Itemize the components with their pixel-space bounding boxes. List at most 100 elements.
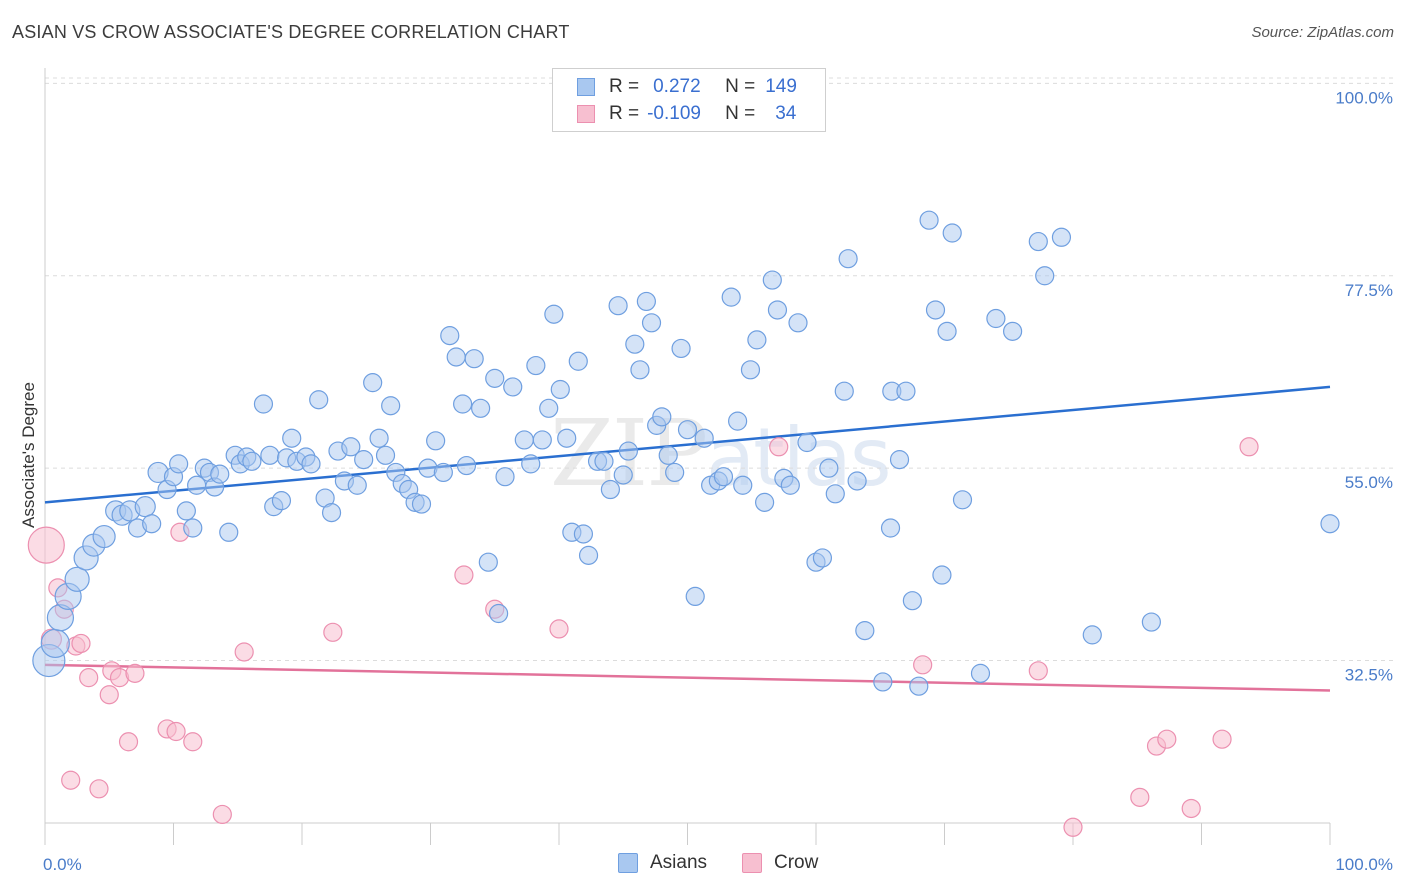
asian-point — [685, 586, 705, 607]
asian-point — [889, 450, 910, 470]
asian-point — [819, 458, 839, 478]
asian-point — [464, 349, 484, 369]
asian-point — [478, 552, 498, 572]
crow-swatch-icon — [742, 853, 762, 873]
asian-point — [613, 465, 633, 485]
asian-point — [986, 308, 1006, 329]
asian-point — [369, 428, 389, 448]
y-tick-label: 32.5% — [1345, 666, 1393, 685]
asian-point — [40, 628, 70, 659]
crow-trend-line — [44, 663, 1331, 692]
asian-point — [381, 396, 401, 416]
crow-points — [27, 437, 1259, 837]
asian-point — [440, 326, 460, 346]
asian-point — [134, 496, 156, 518]
chart-title: ASIAN VS CROW ASSOCIATE'S DEGREE CORRELA… — [12, 22, 570, 42]
crow-point — [1157, 729, 1177, 749]
crow-point — [1063, 817, 1083, 837]
asian-point — [608, 296, 628, 316]
x-tick-label: 100.0% — [1335, 855, 1393, 874]
asian-trend-line — [44, 385, 1331, 504]
asian-point — [309, 390, 329, 410]
asian-point — [539, 398, 559, 418]
asian-point — [260, 445, 280, 465]
y-tick-label: 77.5% — [1345, 281, 1393, 300]
legend-row-crow: R = -0.109 N = 34 — [577, 101, 796, 127]
asian-point — [652, 407, 672, 427]
asian-point — [1082, 625, 1102, 645]
asian-point — [636, 291, 656, 312]
asian-point — [834, 381, 854, 401]
legend-row-asians: R = 0.272 N = 149 — [577, 74, 797, 100]
asian-point — [600, 479, 621, 500]
asian-point — [641, 313, 662, 333]
asian-point — [747, 330, 767, 350]
asian-point — [271, 491, 292, 511]
tick-labels: 32.5% 55.0% 77.5% 100.0% 0.0% 100.0% Associate… — [19, 88, 1393, 874]
asian-point — [301, 454, 321, 474]
asian-point — [694, 428, 714, 448]
asian-point — [426, 431, 446, 451]
asian-point — [1320, 514, 1340, 534]
asian-point — [1003, 321, 1023, 341]
asian-point — [677, 420, 698, 440]
grid-lines — [45, 77, 1395, 662]
asian-point — [625, 334, 645, 354]
crow-point — [125, 663, 145, 683]
asian-point — [456, 455, 477, 476]
asian-point — [713, 467, 734, 487]
asian-point — [838, 249, 858, 269]
crow-point — [71, 633, 91, 654]
asian-point — [544, 304, 564, 324]
asian-point — [902, 591, 922, 611]
asian-point — [788, 313, 808, 333]
legend-r-value: 0.272 — [653, 76, 701, 97]
asian-point — [363, 373, 383, 393]
legend: R = 0.272 N = 149 R = -0.109 N = 34 — [552, 68, 826, 132]
asian-point — [762, 270, 782, 290]
crow-point — [212, 804, 232, 825]
asian-point — [578, 545, 599, 565]
asian-point — [1051, 227, 1072, 247]
asian-point — [728, 411, 748, 431]
asian-point — [932, 565, 952, 585]
y-tick-label: 55.0% — [1345, 473, 1393, 492]
crow-point — [1212, 729, 1232, 749]
crow-point — [89, 779, 109, 799]
crow-swatch-icon — [577, 105, 595, 123]
crow-point — [323, 622, 343, 642]
asian-point — [767, 300, 788, 320]
crow-point — [166, 721, 186, 742]
asian-point — [453, 394, 473, 414]
asian-point — [92, 524, 116, 549]
legend-r-label: R = — [609, 103, 640, 124]
asian-point — [573, 524, 594, 544]
asian-point — [242, 451, 262, 471]
asian-point — [526, 355, 546, 376]
asian-point — [169, 454, 189, 474]
asian-point — [176, 501, 196, 521]
crow-point — [99, 685, 119, 705]
bottom-legend-asians-label: Asians — [650, 852, 708, 873]
bottom-legend-asians: Asians — [618, 852, 707, 874]
asian-points — [32, 210, 1340, 696]
legend-r-value: -0.109 — [647, 103, 701, 124]
bottom-legend-crow: Crow — [742, 852, 818, 874]
crow-point — [1239, 437, 1259, 457]
crow-point — [769, 437, 789, 457]
asian-point — [532, 430, 552, 450]
legend-n-label: N = — [725, 103, 756, 124]
asian-point — [754, 492, 775, 512]
asian-point — [1035, 266, 1055, 286]
asian-point — [1028, 231, 1048, 252]
asian-point — [347, 475, 367, 495]
crow-point — [183, 732, 203, 752]
crow-point — [61, 770, 81, 790]
crow-point — [234, 642, 254, 662]
asian-point — [594, 451, 614, 471]
crow-point — [1028, 661, 1048, 681]
asian-point — [1141, 612, 1161, 632]
asian-point — [630, 360, 650, 380]
asian-point — [321, 503, 342, 523]
